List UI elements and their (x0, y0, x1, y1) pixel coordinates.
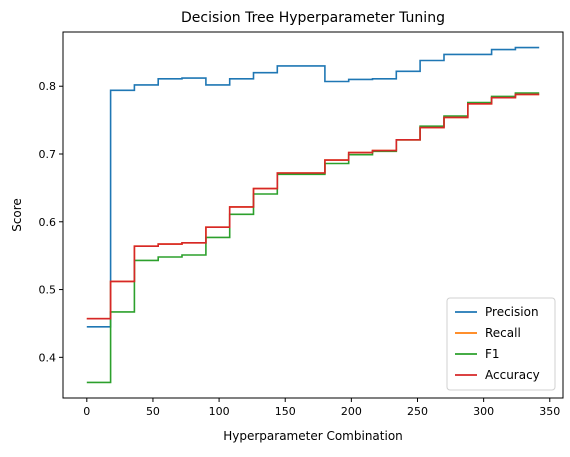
x-tick-label: 350 (539, 405, 560, 418)
x-tick-label: 50 (146, 405, 160, 418)
x-tick-label: 200 (341, 405, 362, 418)
series-line-recall (86, 93, 540, 320)
y-axis-label: Score (10, 198, 24, 232)
series-layer (86, 46, 540, 384)
x-axis-label: Hyperparameter Combination (223, 429, 403, 443)
legend-box (446, 297, 556, 391)
legend: Precision Recall F1 Accuracy (446, 297, 556, 391)
legend-label-f1: F1 (485, 347, 500, 361)
chart-title: Decision Tree Hyperparameter Tuning (181, 10, 445, 26)
y-tick-label: 0.5 (39, 284, 57, 297)
legend-label-accuracy: Accuracy (485, 368, 540, 382)
x-tick-label: 150 (275, 405, 296, 418)
x-tick-label: 0 (83, 405, 90, 418)
plot-frame (62, 31, 564, 399)
legend-label-precision: Precision (485, 305, 539, 319)
y-tick-label: 0.8 (39, 80, 57, 93)
legend-label-recall: Recall (485, 326, 521, 340)
y-tick-label: 0.4 (39, 351, 57, 364)
y-axis: 0.4 0.5 0.6 0.7 0.8 (39, 80, 63, 364)
x-tick-label: 100 (209, 405, 230, 418)
series-line-precision (86, 46, 540, 328)
x-tick-label: 300 (473, 405, 494, 418)
y-tick-label: 0.7 (39, 148, 57, 161)
series-line-accuracy (86, 93, 540, 320)
y-tick-label: 0.6 (39, 216, 57, 229)
x-tick-label: 250 (407, 405, 428, 418)
x-axis: 0 50 100 150 200 250 300 350 (83, 398, 560, 418)
